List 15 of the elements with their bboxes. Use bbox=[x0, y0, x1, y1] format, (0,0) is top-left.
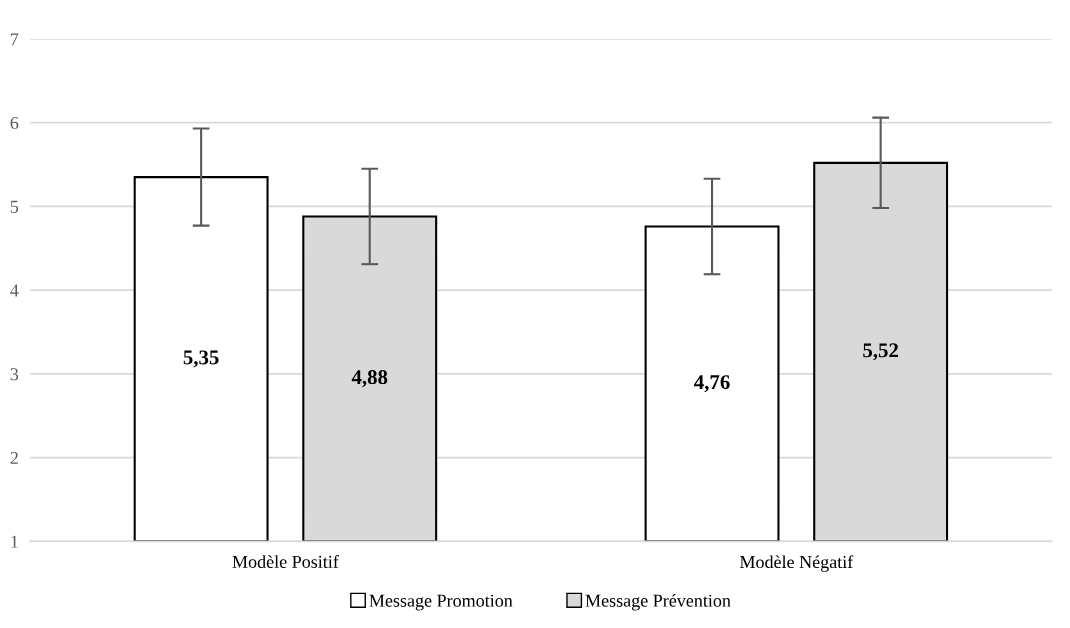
x-tick-label: Modèle Négatif bbox=[739, 555, 854, 572]
y-tick-label: 3 bbox=[10, 368, 19, 381]
x-tick-label: Modèle Positif bbox=[232, 555, 339, 568]
y-tick-label: 2 bbox=[10, 451, 18, 464]
data-label: 4,76 bbox=[694, 375, 730, 393]
legend-label: Message Promotion bbox=[369, 594, 513, 611]
y-tick-label: 5 bbox=[10, 200, 19, 213]
legend-label: Message Prévention bbox=[585, 594, 731, 611]
data-label: 5,52 bbox=[863, 343, 898, 361]
data-label: 5,35 bbox=[183, 350, 219, 368]
y-tick-label: 4 bbox=[10, 284, 19, 297]
y-tick-label: 6 bbox=[10, 116, 19, 130]
y-tick-label: 1 bbox=[11, 535, 18, 548]
y-tick-label: 7 bbox=[11, 33, 19, 46]
data-label: 4,88 bbox=[351, 370, 388, 388]
